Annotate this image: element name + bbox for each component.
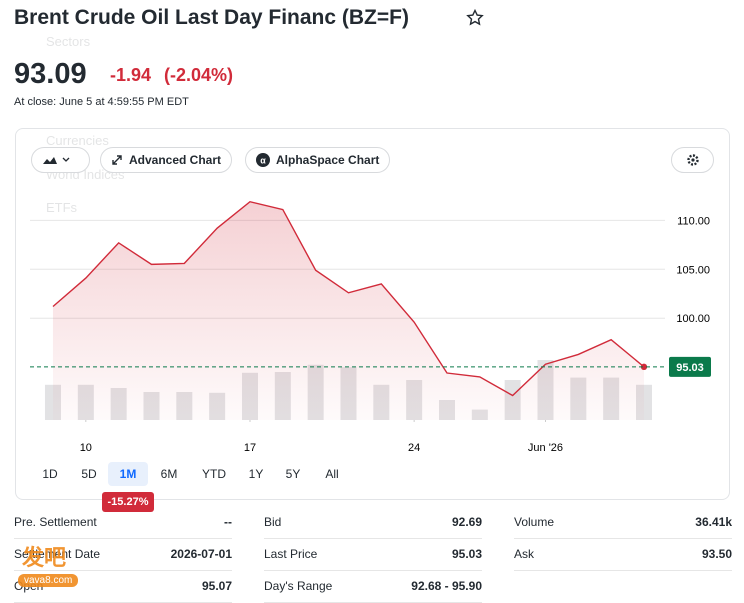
price-line [52, 200, 645, 397]
chart-type-icon [43, 157, 70, 164]
stat-value: -- [224, 515, 232, 529]
range-option[interactable]: YTD [202, 467, 226, 481]
stat-value: 95.07 [201, 579, 232, 593]
x-tick-label: Jun '26 [528, 442, 563, 454]
stat-row: Last Price 95.03 [264, 538, 482, 571]
button-label: Advanced Chart [129, 153, 222, 167]
stat-label: Bid [264, 515, 282, 529]
stat-row: Bid 92.69 [264, 506, 482, 539]
x-tick-label: 17 [244, 442, 256, 454]
stat-row: Volume 36.41k [514, 506, 732, 539]
chart-type-button[interactable] [31, 147, 90, 173]
reference-label-box [669, 356, 711, 377]
range-option[interactable]: 5Y [285, 467, 301, 481]
menu-item: ETFs [46, 200, 78, 215]
menu-item: Currencies [46, 133, 109, 148]
change: -1.94 [110, 65, 152, 85]
chart: 100.00 105.00 110.00 10 17 24 Jun '26 95.03 [30, 200, 711, 454]
star-icon[interactable] [466, 9, 484, 27]
y-tick-label: 100.00 [676, 313, 710, 325]
x-tick-label: 10 [80, 442, 92, 454]
range-option[interactable]: 5D [81, 467, 97, 481]
y-tick-label: 105.00 [676, 264, 710, 276]
stat-value: 95.03 [451, 547, 482, 561]
range-option[interactable]: 1D [42, 467, 58, 481]
stat-value: 2026-07-01 [170, 547, 232, 561]
stat-value: 93.50 [701, 547, 732, 561]
stat-row: Pre. Settlement -- [14, 506, 232, 539]
stat-label: Ask [514, 547, 535, 561]
range-option[interactable]: All [325, 467, 339, 481]
button-label: AlphaSpace Chart [276, 153, 380, 167]
title: Brent Crude Oil Last Day Financ (BZ=F) [14, 6, 409, 29]
price: 93.09 [14, 58, 87, 90]
close-time: At close: June 5 at 4:59:55 PM EDT [14, 96, 189, 108]
range-change-badge: -15.27% [102, 492, 154, 512]
reference-label: 95.03 [676, 362, 704, 374]
stat-row: Settlement Date 2026-07-01 [14, 538, 232, 571]
stat-label: Volume [514, 515, 555, 529]
settings-button[interactable] [671, 147, 714, 173]
alphaspace-chart-button[interactable]: α AlphaSpace Chart [245, 147, 391, 173]
advanced-chart-button[interactable]: Advanced Chart [100, 147, 233, 173]
alphaspace-icon: α [256, 153, 270, 167]
stat-value: 36.41k [695, 515, 732, 529]
stat-value: 92.69 [451, 515, 482, 529]
watermark-site: vava8.com [18, 574, 79, 587]
menu-item: Sectors [46, 34, 91, 49]
gear-icon [686, 154, 699, 166]
watermark-text: 发吧 [22, 545, 67, 570]
expand-icon [112, 155, 122, 165]
area [52, 201, 644, 420]
x-tick-label: 24 [408, 442, 420, 454]
y-tick-label: 110.00 [677, 215, 710, 227]
stat-label: Last Price [264, 547, 318, 561]
stat-row: Ask 93.50 [514, 538, 732, 571]
chart-card [15, 128, 730, 500]
svg-text:α: α [260, 156, 266, 166]
stat-label: Day's Range [264, 579, 333, 593]
change-percent: (-2.04%) [164, 65, 234, 85]
stat-label: Settlement Date [14, 547, 101, 561]
last-point [640, 363, 648, 371]
stat-row: Day's Range 92.68 - 95.90 [264, 570, 482, 603]
range-option[interactable]: 1M [108, 462, 148, 486]
range-option[interactable]: 1Y [248, 467, 264, 481]
stat-label: Pre. Settlement [14, 515, 97, 529]
range-option[interactable]: 6M [160, 467, 178, 481]
stat-value: 92.68 - 95.90 [411, 579, 482, 593]
